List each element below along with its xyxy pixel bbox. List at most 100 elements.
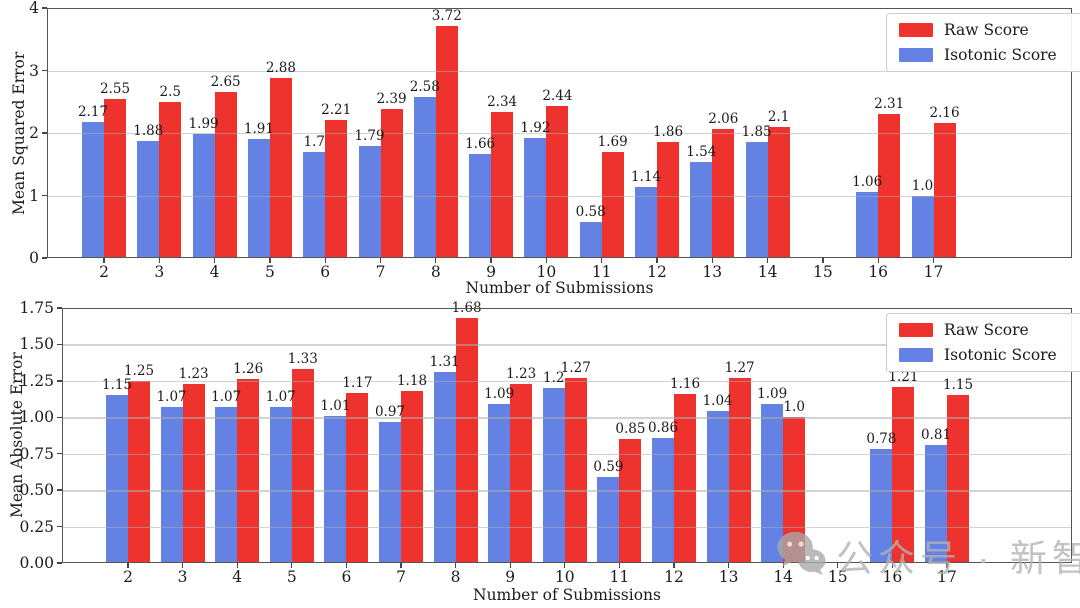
- bar-raw: [657, 141, 679, 258]
- legend-row: Isotonic Score: [899, 46, 1077, 64]
- gridline: [62, 344, 1072, 346]
- bar-value-label: 1.7: [303, 133, 325, 150]
- x-tick-label: 4: [209, 263, 220, 281]
- gridline: [62, 380, 1072, 383]
- bar-value-label: 1.27: [560, 359, 591, 376]
- y-tick-label: 1.25: [19, 371, 54, 390]
- bar-isotonic: [488, 404, 511, 563]
- bar-raw: [878, 113, 901, 258]
- bar-raw: [269, 78, 292, 258]
- bar-raw: [380, 108, 403, 258]
- bar-isotonic: [137, 140, 160, 258]
- legend-row: Raw Score: [899, 321, 1077, 339]
- x-tick-label: 5: [286, 568, 297, 586]
- bar-value-label: 2.55: [99, 80, 131, 97]
- x-tick-mark: [324, 258, 326, 263]
- y-axis-label: Mean Absolute Error: [8, 352, 26, 519]
- bar-raw: [128, 380, 150, 563]
- x-tick-mark: [656, 258, 658, 263]
- bar-raw: [892, 386, 915, 563]
- y-tick-label: 0.00: [19, 554, 54, 572]
- bar-value-label: 1.07: [211, 389, 242, 406]
- bar-value-label: 1.31: [429, 354, 460, 371]
- bar-value-label: 1.04: [702, 393, 733, 410]
- bar-value-label: 1.85: [741, 124, 772, 141]
- y-tick-label: 1.75: [19, 299, 54, 317]
- bar-raw: [601, 152, 624, 258]
- y-tick-label: 0.75: [19, 444, 54, 463]
- bar-value-label: 1.0: [783, 399, 805, 416]
- bar-value-label: 2.5: [159, 83, 182, 100]
- bar-isotonic: [911, 195, 934, 258]
- bar-value-label: 1.27: [724, 359, 755, 376]
- x-tick-label: 17: [923, 263, 944, 281]
- x-tick-label: 15: [813, 263, 833, 281]
- x-tick-label: 6: [320, 263, 331, 281]
- x-tick-label: 12: [664, 568, 684, 586]
- bar-value-label: 2.39: [376, 90, 407, 107]
- y-tick-label: 1.00: [19, 408, 54, 427]
- bar-isotonic: [433, 372, 456, 563]
- x-tick-label: 16: [882, 568, 903, 586]
- x-tick-mark: [236, 563, 238, 568]
- bar-isotonic: [160, 407, 183, 563]
- y-tick-label: 0.50: [19, 481, 54, 500]
- x-tick-label: 3: [177, 568, 188, 586]
- bar-value-label: 1.92: [520, 120, 551, 136]
- y-tick-label: 1.50: [19, 335, 54, 354]
- bar-isotonic: [82, 122, 104, 258]
- x-tick-label: 7: [375, 263, 386, 281]
- x-tick-mark: [103, 258, 105, 263]
- bar-value-label: 1.68: [451, 300, 482, 317]
- bar-value-label: 1.21: [888, 368, 919, 385]
- y-tick-mark: [42, 69, 47, 72]
- bar-raw: [510, 383, 533, 563]
- bar-value-label: 1.79: [354, 128, 385, 145]
- bar-value-label: 1.23: [506, 365, 537, 382]
- bar-value-label: 3.72: [431, 7, 462, 24]
- y-tick-mark: [57, 307, 62, 309]
- bar-raw: [182, 383, 205, 563]
- x-tick-label: 3: [154, 263, 165, 281]
- bar-isotonic: [597, 477, 620, 563]
- x-tick-label: 11: [609, 568, 630, 586]
- x-tick-mark: [158, 258, 160, 263]
- x-tick-label: 9: [505, 568, 516, 586]
- legend-row: Isotonic Score: [899, 346, 1077, 364]
- bar-value-label: 2.16: [929, 105, 960, 121]
- legend-swatch-raw: [899, 323, 933, 337]
- bar-isotonic: [413, 96, 436, 258]
- bar-value-label: 1.33: [287, 351, 318, 368]
- chart-mean-squared-error: 2.17 1.88 1.99 1.91 1.7 1.79 2.58 1.66 1.92 0.58 1…: [0, 0, 1080, 300]
- bar-isotonic: [247, 138, 270, 258]
- y-tick-mark: [42, 132, 47, 134]
- x-tick-label: 17: [937, 568, 957, 586]
- y-tick-label: 0: [29, 249, 39, 267]
- x-tick-mark: [673, 563, 675, 568]
- x-tick-mark: [127, 563, 129, 568]
- x-tick-label: 10: [554, 568, 575, 586]
- bar-value-label: 2.65: [210, 74, 241, 91]
- bar-value-label: 0.97: [374, 403, 406, 420]
- x-tick-label: 2: [123, 568, 133, 586]
- x-tick-mark: [400, 563, 402, 568]
- bar-raw: [159, 101, 182, 258]
- bar-value-label: 1.88: [133, 122, 164, 139]
- bar-value-label: 1.14: [630, 168, 662, 185]
- x-tick-mark: [727, 563, 730, 568]
- gridline: [47, 133, 1072, 135]
- bar-value-label: 1.16: [669, 375, 701, 392]
- bar-isotonic: [856, 191, 879, 258]
- x-tick-label: 8: [450, 568, 461, 586]
- x-tick-mark: [379, 258, 382, 263]
- x-tick-mark: [490, 258, 492, 263]
- gridline: [62, 490, 1072, 492]
- bar-value-label: 1.69: [597, 134, 628, 151]
- bar-value-label: 1.66: [465, 136, 496, 153]
- x-tick-label: 16: [868, 263, 889, 281]
- bar-isotonic: [358, 146, 381, 258]
- legend-label: Raw Score: [944, 321, 1029, 339]
- y-tick-mark: [57, 416, 62, 418]
- y-tick-label: 0.25: [19, 517, 54, 536]
- bar-value-label: 1.23: [178, 365, 209, 382]
